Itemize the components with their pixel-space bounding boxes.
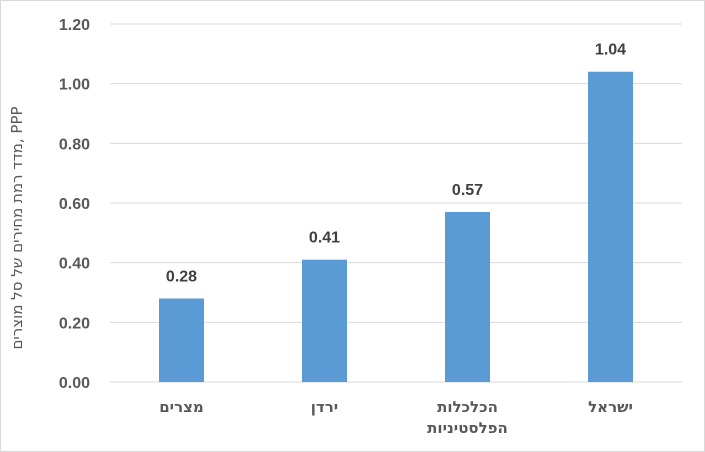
y-axis-ticks: 0.00 0.20 0.40 0.60 0.80 1.00 1.20 [59, 17, 90, 392]
bars [159, 71, 633, 382]
category-label: ישראל [588, 398, 633, 416]
bar [445, 211, 490, 382]
y-tick-label: 0.00 [59, 375, 90, 392]
y-tick-label: 0.40 [59, 256, 90, 273]
category-labels: מצרים ירדן הכלכלות הפלסטיניות ישראל [159, 398, 633, 437]
data-label: 0.41 [309, 230, 340, 247]
bar [159, 298, 204, 382]
data-label: 0.57 [452, 182, 483, 199]
data-label: 0.28 [166, 268, 197, 285]
y-tick-label: 1.20 [59, 17, 90, 34]
gridlines [110, 23, 682, 383]
data-labels: 0.28 0.41 0.57 1.04 [166, 42, 626, 286]
y-axis-title: מדד רמת מחירים של סל מוצרים, PPP [8, 106, 26, 349]
y-tick-label: 0.20 [59, 315, 90, 332]
category-label: הכלכלות [437, 398, 498, 416]
category-label: ירדן [311, 398, 338, 416]
category-label: הפלסטיניות [427, 419, 508, 437]
bar [302, 259, 347, 382]
y-tick-label: 0.60 [59, 196, 90, 213]
bar [588, 71, 633, 382]
y-tick-label: 0.80 [59, 136, 90, 153]
y-tick-label: 1.00 [59, 77, 90, 94]
data-label: 1.04 [595, 42, 626, 59]
category-label: מצרים [159, 398, 204, 416]
